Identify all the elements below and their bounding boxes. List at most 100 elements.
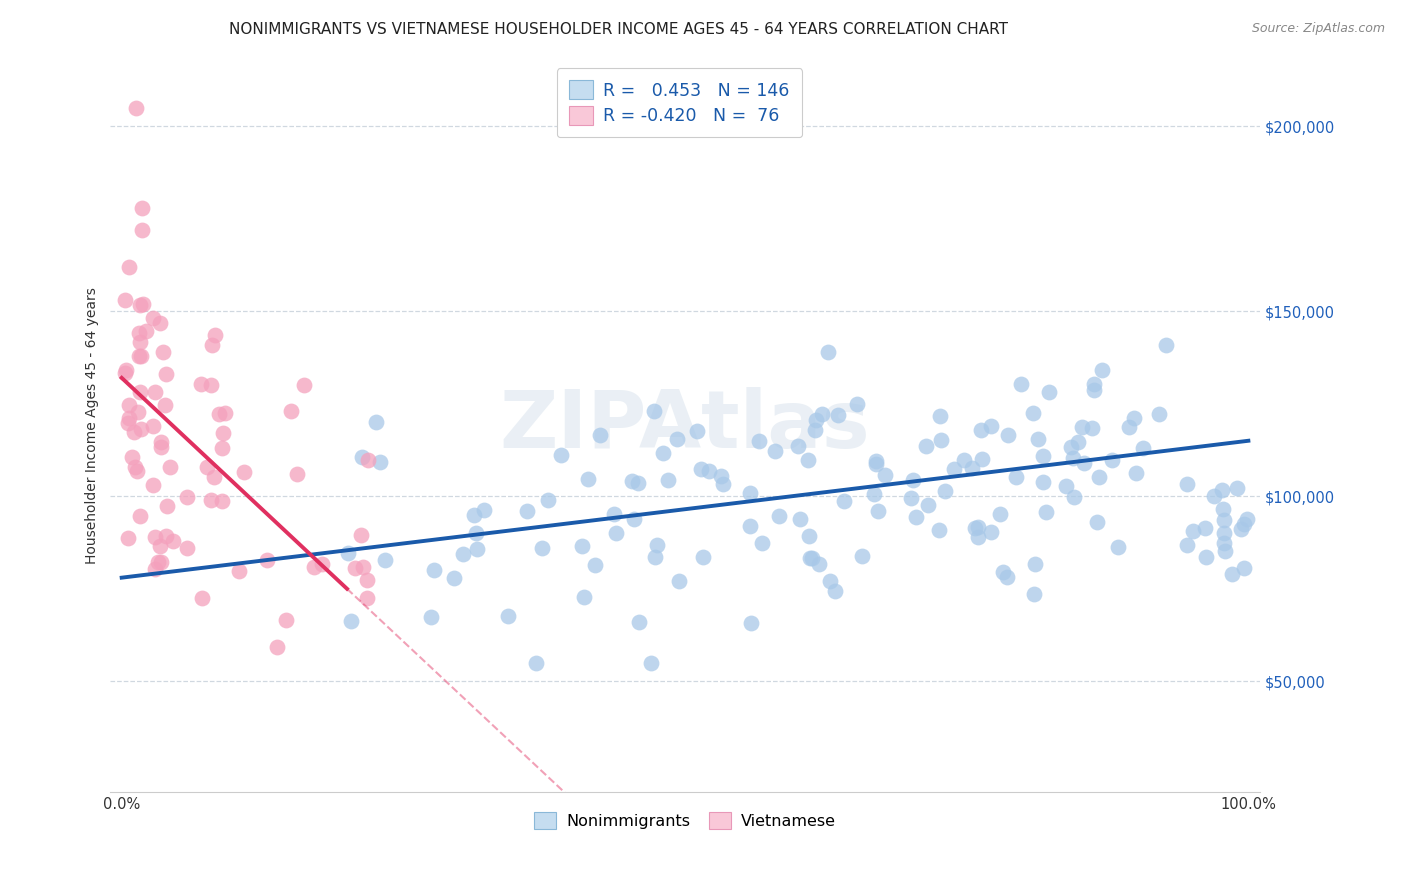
Point (1083, 383, 1105, 397)
Point (129, 509, 152, 524)
Point (1010, 376, 1032, 391)
Point (200, 493, 222, 508)
Point (1063, 491, 1085, 505)
Point (1211, 483, 1233, 498)
Point (583, 558, 606, 572)
Point (357, 453, 380, 467)
Point (1175, 538, 1198, 552)
Point (1212, 536, 1234, 550)
Point (686, 424, 709, 438)
Point (928, 409, 950, 424)
Point (943, 462, 966, 476)
Point (962, 460, 984, 475)
Point (211, 494, 233, 508)
Point (1067, 434, 1090, 449)
Point (526, 656, 548, 670)
Point (623, 512, 645, 526)
Point (1024, 587, 1046, 601)
Point (451, 547, 474, 561)
Point (292, 378, 315, 392)
Point (201, 337, 224, 351)
Point (464, 525, 486, 540)
Point (571, 539, 593, 553)
Point (1202, 489, 1225, 503)
Point (1233, 517, 1256, 532)
Point (988, 507, 1011, 521)
Point (149, 316, 172, 330)
Point (1054, 478, 1077, 492)
Point (1125, 466, 1147, 480)
Point (576, 472, 599, 486)
Point (640, 656, 662, 670)
Point (1194, 521, 1216, 535)
Point (620, 475, 643, 489)
Point (343, 560, 366, 574)
Point (1118, 420, 1140, 434)
Point (645, 538, 668, 552)
Point (1230, 522, 1253, 536)
Point (115, 363, 138, 377)
Point (266, 640, 288, 654)
Point (195, 459, 218, 474)
Point (1181, 524, 1204, 539)
Point (339, 614, 361, 628)
Point (550, 448, 572, 462)
Point (274, 614, 297, 628)
Point (200, 378, 222, 392)
Point (149, 539, 172, 553)
Point (1081, 421, 1104, 435)
Point (801, 551, 824, 566)
Point (818, 574, 841, 588)
Point (824, 583, 846, 598)
Text: Source: ZipAtlas.com: Source: ZipAtlas.com (1251, 22, 1385, 36)
Point (605, 525, 627, 540)
Point (1107, 541, 1129, 555)
Point (827, 408, 849, 422)
Point (118, 410, 141, 425)
Point (142, 311, 165, 326)
Point (603, 508, 626, 522)
Point (350, 528, 373, 542)
Point (125, 101, 148, 115)
Point (900, 491, 922, 505)
Point (131, 201, 153, 215)
Point (364, 415, 387, 429)
Point (155, 368, 177, 382)
Point (799, 529, 821, 543)
Point (915, 439, 938, 453)
Legend: Nonimmigrants, Vietnamese: Nonimmigrants, Vietnamese (527, 805, 842, 836)
Point (467, 541, 489, 556)
Point (789, 511, 811, 525)
Point (1123, 410, 1146, 425)
Point (967, 530, 990, 544)
Point (965, 521, 987, 535)
Point (128, 349, 150, 363)
Point (710, 468, 733, 483)
Point (928, 523, 950, 537)
Point (352, 560, 374, 574)
Point (530, 541, 553, 555)
Point (811, 407, 834, 421)
Point (156, 500, 179, 514)
Point (1213, 543, 1236, 558)
Point (803, 423, 825, 437)
Point (1213, 525, 1236, 540)
Point (336, 546, 359, 560)
Point (496, 609, 519, 624)
Point (740, 616, 762, 631)
Point (692, 549, 714, 564)
Point (1073, 456, 1095, 470)
Point (627, 475, 650, 490)
Point (1083, 377, 1105, 392)
Point (866, 504, 889, 518)
Point (370, 455, 392, 469)
Point (212, 425, 235, 440)
Point (865, 453, 887, 467)
Point (516, 504, 538, 518)
Point (121, 450, 143, 464)
Point (117, 416, 139, 430)
Point (1071, 420, 1094, 434)
Point (124, 460, 146, 475)
Point (808, 557, 831, 571)
Point (143, 562, 166, 576)
